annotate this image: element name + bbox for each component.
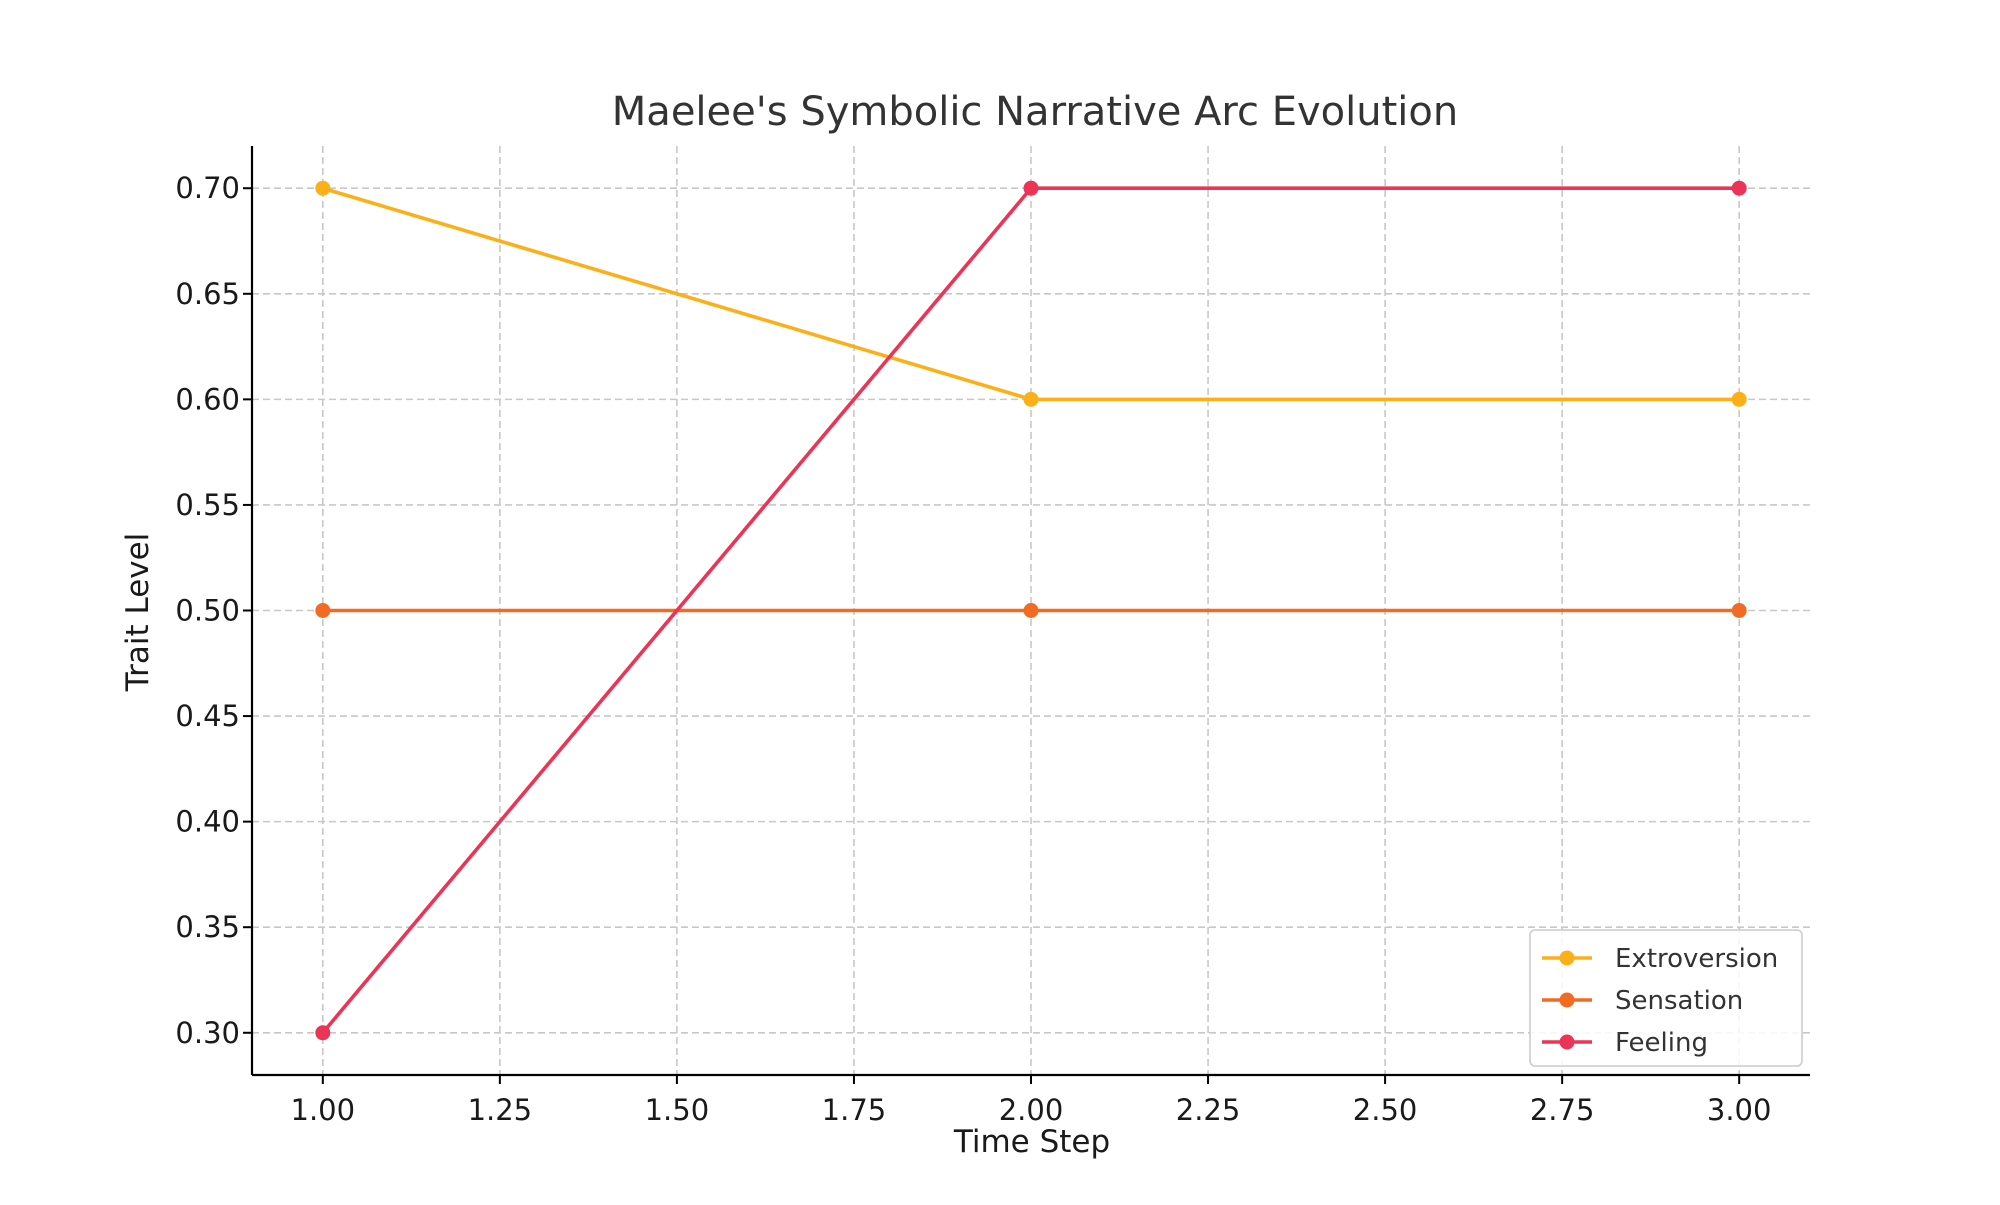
x-tick-label: 2.25 <box>1176 1093 1241 1127</box>
x-tick-label: 1.25 <box>468 1093 533 1127</box>
legend-label-sensation: Sensation <box>1615 986 1743 1016</box>
data-point-sensation <box>1023 603 1039 618</box>
data-point-feeling <box>315 1025 331 1041</box>
x-tick-label: 2.00 <box>999 1093 1064 1127</box>
data-point-sensation <box>1731 603 1747 618</box>
legend-label-feeling: Feeling <box>1615 1028 1708 1058</box>
legend-marker-extroversion <box>1559 950 1575 966</box>
legend-marker-sensation <box>1559 992 1575 1008</box>
series-sensation <box>315 603 1747 618</box>
y-tick-label: 0.50 <box>175 594 240 628</box>
series-extroversion <box>315 180 1747 407</box>
y-tick-label: 0.35 <box>175 910 240 944</box>
data-point-feeling <box>1731 180 1747 196</box>
y-tick-label: 0.45 <box>175 699 240 733</box>
legend: Extroversion Sensation Feeling <box>1529 929 1803 1067</box>
series-feeling <box>315 180 1747 1041</box>
x-tick-label: 1.00 <box>291 1093 356 1127</box>
y-tick-label: 0.40 <box>175 805 240 839</box>
y-axis-label: Trait Level <box>120 533 156 693</box>
y-tick-label: 0.70 <box>175 171 240 205</box>
y-tick-label: 0.30 <box>175 1016 240 1050</box>
x-tick-label: 3.00 <box>1707 1093 1772 1127</box>
x-axis-ticks: 1.00 1.25 1.50 1.75 2.00 2.25 2.50 2.75 3.00 <box>291 1075 1772 1127</box>
series-lines <box>315 180 1747 1041</box>
data-point-extroversion <box>1731 391 1747 407</box>
legend-box <box>1529 929 1803 1067</box>
y-tick-label: 0.55 <box>175 488 240 522</box>
legend-label-extroversion: Extroversion <box>1615 944 1778 974</box>
x-tick-label: 1.75 <box>822 1093 887 1127</box>
legend-marker-feeling <box>1559 1034 1575 1050</box>
y-tick-label: 0.65 <box>175 277 240 311</box>
data-point-sensation <box>315 603 331 618</box>
y-tick-label: 0.60 <box>175 382 240 416</box>
data-point-feeling <box>1023 180 1039 196</box>
x-tick-label: 2.75 <box>1530 1093 1595 1127</box>
x-tick-label: 1.50 <box>645 1093 710 1127</box>
x-tick-label: 2.50 <box>1353 1093 1418 1127</box>
data-point-extroversion <box>315 180 331 196</box>
x-axis-label: Time Step <box>953 1124 1110 1160</box>
y-axis-ticks: 0.30 0.35 0.40 0.45 0.50 0.55 0.60 0.65 0.70 <box>175 171 252 1050</box>
data-point-extroversion <box>1023 391 1039 407</box>
chart-title: Maelee's Symbolic Narrative Arc Evolutio… <box>612 89 1458 135</box>
